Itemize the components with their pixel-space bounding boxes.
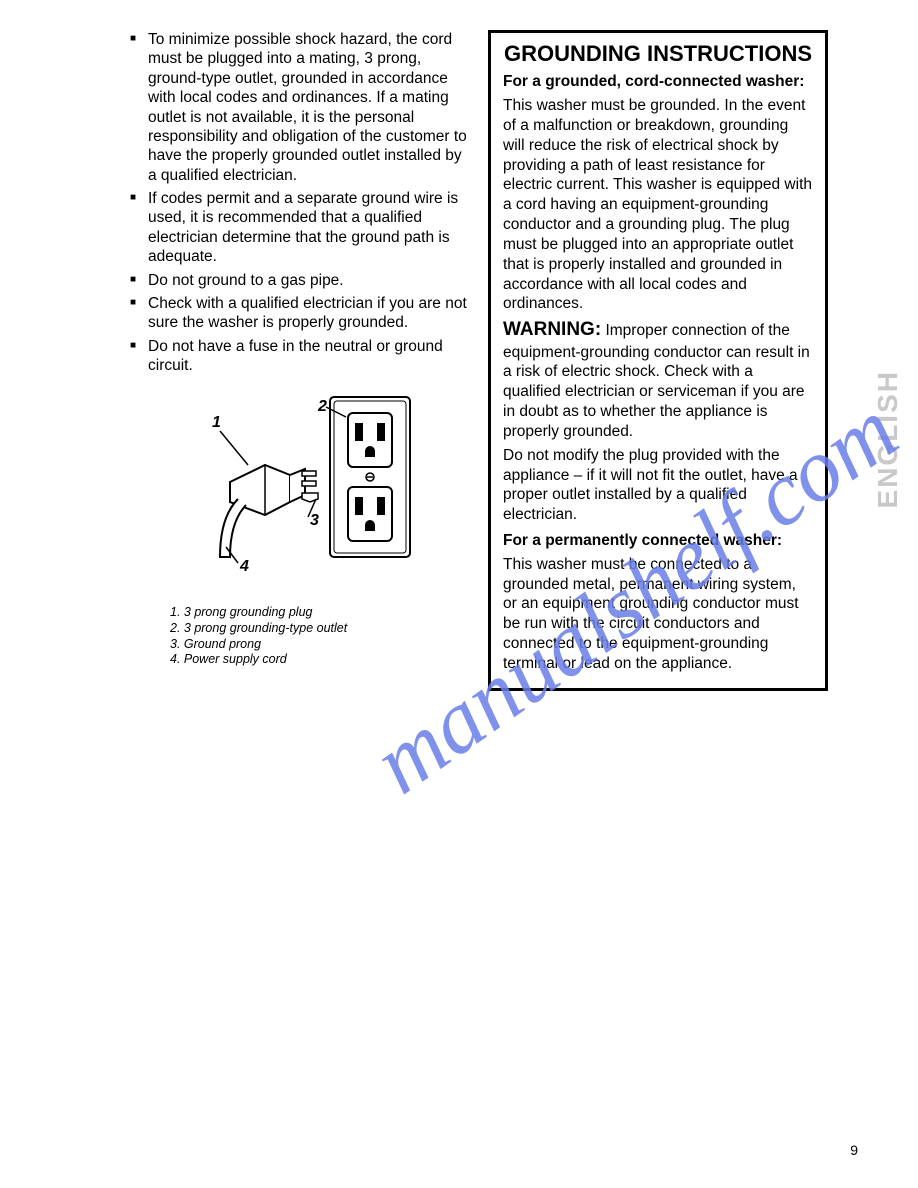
page: To minimize possible shock hazard, the c… xyxy=(0,0,918,721)
diagram-label-2: 2 xyxy=(317,398,327,415)
legend-item: 1. 3 prong grounding plug xyxy=(170,605,470,621)
plug-outlet-diagram: 1 2 3 4 1. 3 prong grounding plug 2. 3 p… xyxy=(130,387,470,668)
language-tab: ENGLISH xyxy=(872,370,904,508)
legend-item: 3. Ground prong xyxy=(170,637,470,653)
diagram-legend: 1. 3 prong grounding plug 2. 3 prong gro… xyxy=(170,605,470,668)
box-title: GROUNDING INSTRUCTIONS xyxy=(503,41,813,66)
list-item: Do not have a fuse in the neutral or gro… xyxy=(130,337,470,376)
box-paragraph: Do not modify the plug provided with the… xyxy=(503,446,813,525)
diagram-label-3: 3 xyxy=(310,512,319,529)
bullet-text: To minimize possible shock hazard, the c… xyxy=(148,31,467,184)
legend-item: 2. 3 prong grounding-type outlet xyxy=(170,621,470,637)
subheading-permanent: For a permanently connected washer: xyxy=(503,531,813,551)
grounding-instructions-box: GROUNDING INSTRUCTIONS For a grounded, c… xyxy=(488,30,828,691)
legend-item: 4. Power supply cord xyxy=(170,652,470,668)
list-item: To minimize possible shock hazard, the c… xyxy=(130,30,470,185)
warning-lead: WARNING: xyxy=(503,319,601,340)
page-number: 9 xyxy=(850,1142,858,1158)
list-item: Do not ground to a gas pipe. xyxy=(130,271,470,290)
bullet-text: Check with a qualified electrician if yo… xyxy=(148,295,467,331)
bullet-text: Do not have a fuse in the neutral or gro… xyxy=(148,338,443,374)
bullet-list: To minimize possible shock hazard, the c… xyxy=(130,30,470,375)
box-paragraph: This washer must be grounded. In the eve… xyxy=(503,96,813,314)
bullet-text: If codes permit and a separate ground wi… xyxy=(148,190,458,265)
list-item: If codes permit and a separate ground wi… xyxy=(130,189,470,267)
subheading-cord: For a grounded, cord-connected washer: xyxy=(503,72,813,92)
list-item: Check with a qualified electrician if yo… xyxy=(130,294,470,333)
left-column: To minimize possible shock hazard, the c… xyxy=(130,30,470,691)
box-paragraph: This washer must be connected to a groun… xyxy=(503,555,813,674)
diagram-label-4: 4 xyxy=(239,558,249,575)
bullet-text: Do not ground to a gas pipe. xyxy=(148,272,344,289)
diagram-svg: 1 2 3 4 xyxy=(170,387,430,597)
warning-paragraph: WARNING: Improper connection of the equi… xyxy=(503,318,813,441)
diagram-label-1: 1 xyxy=(212,414,221,431)
